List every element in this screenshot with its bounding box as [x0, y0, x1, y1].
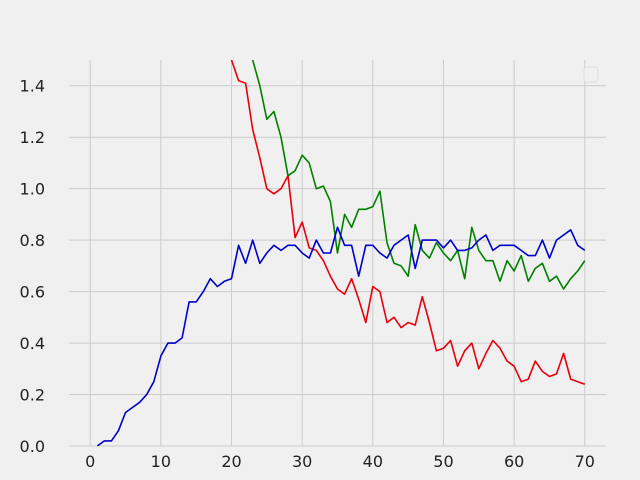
x-tick-label: 20: [221, 452, 241, 471]
x-tick-label: 40: [363, 452, 383, 471]
series-lines: [96, 60, 586, 446]
y-axis-ticks: 0.0 0.2 0.4 0.6 0.8 1.0 1.2 1.4: [20, 77, 45, 456]
x-tick-label: 50: [433, 452, 453, 471]
y-tick-label: 1.4: [20, 77, 45, 96]
x-tick-label: 70: [575, 452, 595, 471]
series-line-2: [251, 60, 586, 290]
x-tick-label: 0: [85, 452, 95, 471]
x-tick-label: 30: [292, 452, 312, 471]
y-tick-label: 1.0: [20, 180, 45, 199]
y-tick-label: 0.2: [20, 386, 45, 405]
x-tick-label: 60: [504, 452, 524, 471]
x-tick-label: 10: [151, 452, 171, 471]
series-line-3: [96, 226, 586, 446]
y-tick-label: 0.4: [20, 334, 45, 353]
series-line-1: [230, 60, 586, 385]
x-axis-ticks: 0 10 20 30 40 50 60 70: [85, 452, 595, 471]
y-tick-label: 1.2: [20, 128, 45, 147]
y-tick-label: 0.6: [20, 283, 45, 302]
y-tick-label: 0.8: [20, 231, 45, 250]
empty-legend-box: [583, 66, 599, 83]
y-tick-label: 0.0: [20, 437, 45, 456]
